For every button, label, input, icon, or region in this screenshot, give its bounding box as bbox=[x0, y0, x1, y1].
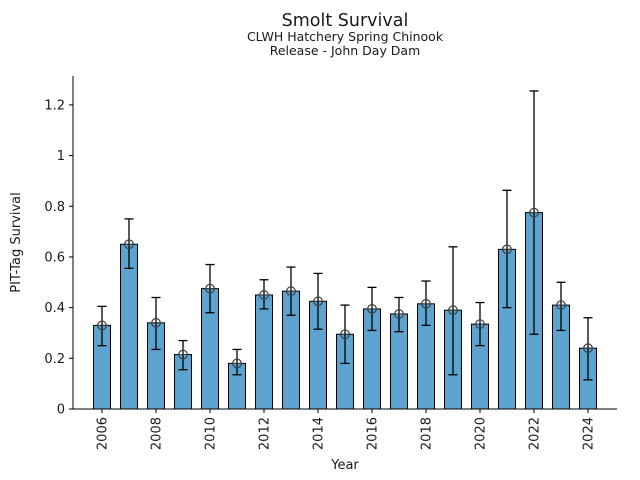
x-tick-label-2018: 2018 bbox=[420, 417, 435, 450]
x-tick-label-2016: 2016 bbox=[366, 417, 381, 450]
chart-title: Smolt Survival bbox=[282, 11, 409, 31]
x-tick-label-2012: 2012 bbox=[258, 417, 273, 450]
x-tick-label-2010: 2010 bbox=[204, 417, 219, 450]
x-tick-label-2006: 2006 bbox=[96, 417, 111, 450]
x-axis-label: Year bbox=[330, 458, 359, 473]
plot-area: 0 0.2 0.4 0.6 0.8 1 1.2 2006 2008 2010 2012 2014 201… bbox=[44, 76, 617, 450]
x-tick-label-2008: 2008 bbox=[150, 417, 165, 450]
y-tick-label: 0.4 bbox=[44, 301, 65, 316]
x-tick-label-2020: 2020 bbox=[474, 417, 489, 450]
x-tick-label-2022: 2022 bbox=[528, 417, 543, 450]
y-tick-label: 0 bbox=[57, 403, 65, 418]
chart-subtitle-line2: Release - John Day Dam bbox=[270, 43, 421, 58]
y-tick-label: 0.6 bbox=[44, 250, 65, 265]
x-tick-label-2014: 2014 bbox=[312, 417, 327, 450]
chart-subtitle-line1: CLWH Hatchery Spring Chinook bbox=[247, 29, 444, 44]
y-tick-label: 0.8 bbox=[44, 200, 65, 215]
y-axis-label: PIT-Tag Survival bbox=[9, 192, 24, 292]
y-tick-label: 0.2 bbox=[44, 352, 65, 367]
x-tick-label-2024: 2024 bbox=[582, 417, 597, 450]
y-tick-label: 1 bbox=[57, 149, 65, 164]
bar-2012 bbox=[255, 294, 273, 410]
y-tick-label: 1.2 bbox=[44, 98, 65, 113]
